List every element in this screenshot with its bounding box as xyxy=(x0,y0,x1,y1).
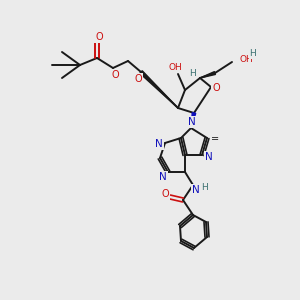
Text: O: O xyxy=(161,189,169,199)
Text: O: O xyxy=(134,74,142,84)
Text: OH: OH xyxy=(168,64,182,73)
Polygon shape xyxy=(140,71,178,108)
Text: OH: OH xyxy=(240,56,254,64)
Text: N: N xyxy=(205,152,213,162)
Text: H: H xyxy=(202,184,208,193)
Text: N: N xyxy=(188,117,196,127)
Text: N: N xyxy=(155,139,163,149)
Text: O: O xyxy=(111,70,119,80)
Text: =: = xyxy=(211,134,219,144)
Polygon shape xyxy=(200,72,215,78)
Text: N: N xyxy=(159,172,167,182)
Polygon shape xyxy=(191,113,196,128)
Text: O: O xyxy=(212,83,220,93)
Text: O: O xyxy=(95,32,103,42)
Text: N: N xyxy=(192,185,200,195)
Text: H: H xyxy=(250,50,256,58)
Text: H: H xyxy=(190,68,196,77)
